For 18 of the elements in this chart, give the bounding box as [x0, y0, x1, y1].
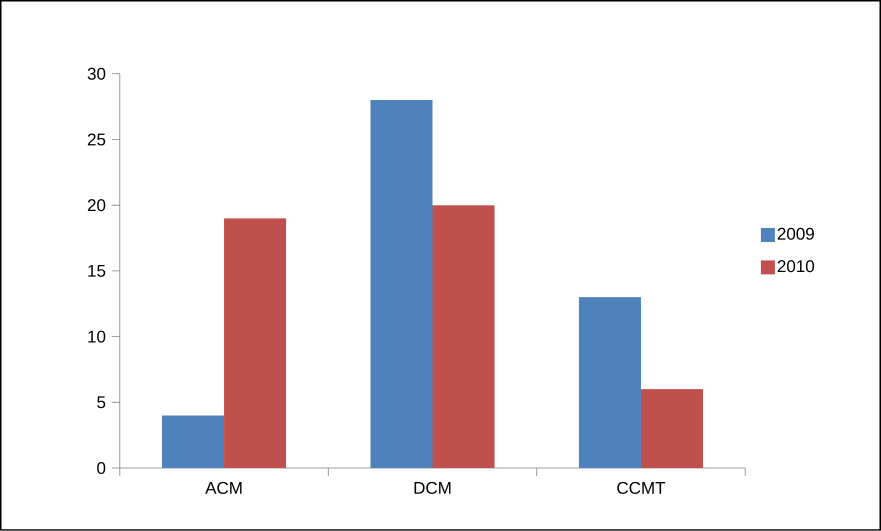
legend-label: 2009 — [778, 228, 814, 240]
y-tick-label: 15 — [88, 265, 106, 277]
bar — [578, 297, 641, 468]
bar — [162, 416, 224, 468]
x-tick-label: DCM — [414, 482, 450, 494]
bar — [432, 205, 495, 468]
y-tick-label: 20 — [88, 199, 106, 212]
y-tick-label: 5 — [97, 396, 106, 408]
x-tick-label: CCMT — [617, 482, 666, 494]
y-tick-label: 0 — [97, 462, 106, 474]
bar — [370, 100, 433, 468]
x-tick-label: ACM — [205, 482, 242, 494]
y-tick-label: 30 — [88, 68, 106, 80]
bar — [640, 389, 703, 468]
legend-label: 2010 — [778, 260, 814, 272]
bar — [224, 218, 286, 468]
y-tick-label: 25 — [88, 134, 106, 146]
y-tick-label: 10 — [88, 330, 106, 343]
